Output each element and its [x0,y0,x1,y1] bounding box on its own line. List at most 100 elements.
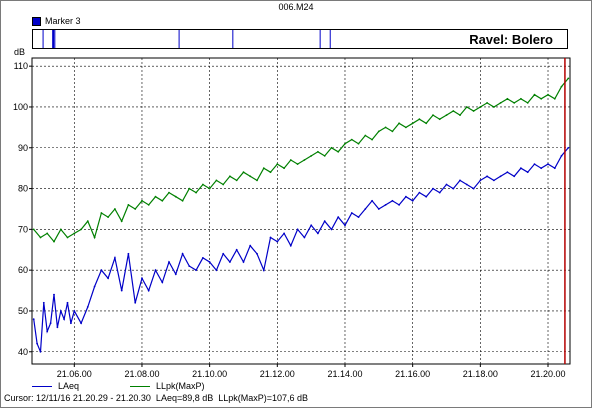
data-point [553,167,556,170]
data-point [337,216,340,219]
data-point [141,277,143,280]
data-point [202,183,204,186]
data-point [344,224,346,227]
marker-strip[interactable]: Ravel: Bolero [32,29,568,49]
data-point [384,204,387,206]
data-point [42,301,45,304]
data-point [222,252,225,255]
y-tick-label: 50 [18,306,28,316]
data-point [452,110,455,112]
data-point [134,208,137,210]
data-point [262,167,265,170]
data-point [66,236,69,239]
data-point [303,159,306,161]
data-point [39,350,42,353]
data-point [249,244,252,247]
data-point [36,342,38,345]
data-point [53,293,55,296]
data-point [63,318,65,320]
data-point [100,212,103,214]
series-line-1 [33,78,569,243]
data-point [553,97,556,100]
data-point [202,257,204,259]
data-point [452,187,455,190]
data-point [526,171,529,174]
data-point [289,159,292,161]
data-point [405,126,407,129]
data-point [540,167,543,170]
data-point [73,232,76,235]
legend-label-laeq: LAeq [58,381,80,391]
data-point [472,110,475,112]
data-point [229,175,231,178]
series-line-0 [33,147,569,353]
data-point [242,261,245,263]
data-point [486,175,488,178]
data-point [418,191,421,194]
data-point [222,183,225,186]
y-tick-label: 90 [18,143,28,153]
data-point [32,318,35,320]
data-point [276,240,279,243]
data-point [46,232,49,235]
data-point [73,310,76,312]
data-point [364,208,367,210]
data-point [215,179,218,182]
data-point [438,118,441,121]
data-point [269,171,272,174]
data-point [493,106,495,108]
data-point [364,134,367,137]
data-point [188,265,191,267]
data-point [567,146,570,149]
data-point [479,179,482,182]
data-point [242,171,245,174]
data-point [323,155,326,157]
data-point [323,220,326,223]
data-point [46,330,49,333]
data-point [567,77,570,80]
data-point [93,236,96,239]
data-point [465,106,468,108]
data-point [350,138,353,141]
data-point [371,199,373,202]
data-point [154,195,157,198]
data-point [317,232,319,235]
data-point [384,126,387,129]
data-point [59,310,62,312]
legend-item-llpk: LLpk(MaxP) [130,381,205,391]
data-point [377,208,380,210]
data-point [493,179,495,182]
data-point [459,114,461,116]
data-point [141,199,143,202]
data-point [147,289,150,292]
data-point [70,322,72,325]
data-point [39,236,42,239]
data-point [134,301,137,304]
series-layer [32,77,570,353]
data-point [249,175,252,178]
data-point [296,163,299,166]
data-point [269,236,272,239]
data-point [174,195,177,198]
data-point [499,102,502,104]
marker-layer [42,30,331,48]
data-point [391,130,394,133]
data-point [499,175,502,178]
data-point [120,289,123,292]
legend-line-llpk [130,385,150,387]
y-tick-label: 80 [18,184,28,194]
data-point [283,167,285,170]
data-point [114,257,116,259]
data-point [56,326,59,329]
x-tick-label: 21.10.00 [192,369,227,379]
data-point [161,281,164,284]
y-tick-label: 70 [18,224,28,234]
data-point [391,199,394,202]
cursor-readout: Cursor: 12/11/16 21.20.29 - 21.20.30 LAe… [4,393,309,403]
data-point [506,171,509,174]
data-point [59,228,62,231]
data-point [168,191,170,194]
data-point [547,93,549,96]
y-axis-label: dB [14,47,26,57]
